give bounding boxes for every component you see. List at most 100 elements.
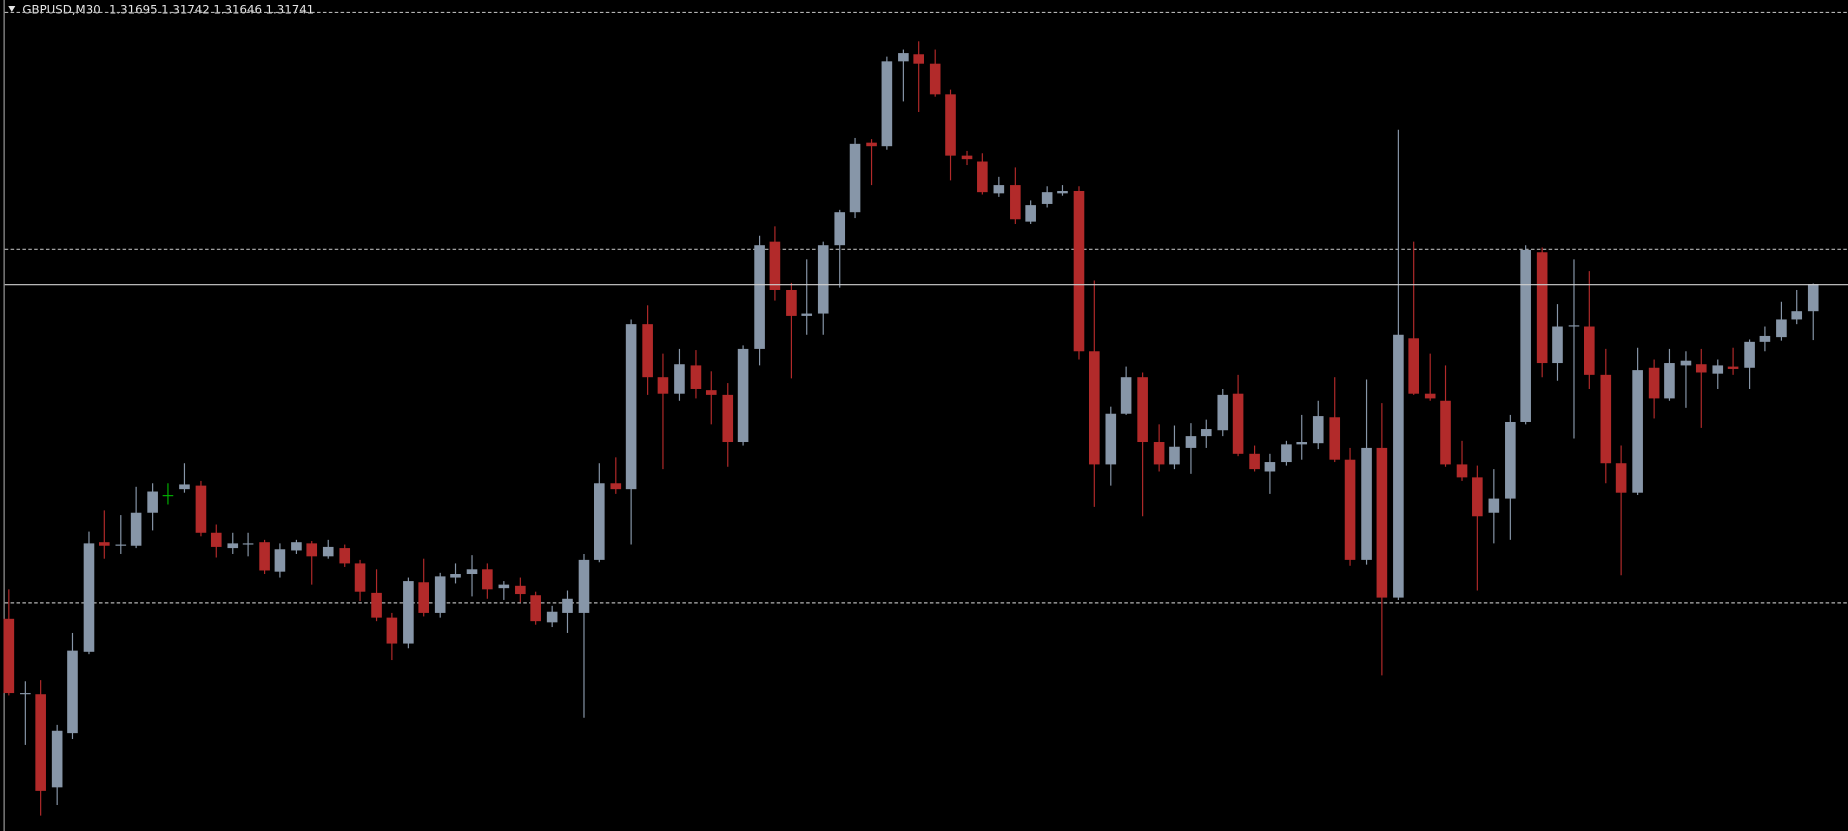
candle-body (1584, 326, 1595, 375)
menu-triangle[interactable] (8, 5, 16, 12)
candle-body (1807, 284, 1819, 312)
candle-body (515, 585, 526, 595)
candle-body (1105, 413, 1117, 465)
candle-body (690, 365, 702, 389)
last-high: 1.31742 (161, 2, 210, 16)
candle-body (1552, 326, 1563, 364)
candle-body (1632, 370, 1643, 493)
candle-body (1185, 436, 1197, 448)
candle-body (642, 324, 653, 378)
last-low: 1.31646 (213, 2, 262, 16)
candle-body (801, 313, 813, 316)
candle-body (371, 592, 382, 618)
candle-body (1296, 442, 1308, 445)
candle-body (1376, 447, 1388, 598)
candle-body (769, 241, 781, 290)
candle-body (1505, 421, 1516, 499)
symbol-period: GBPUSD,M30 (22, 2, 100, 16)
candle-body (339, 548, 351, 564)
candle-body (1648, 367, 1660, 399)
candle-body (1456, 464, 1468, 478)
candle-body (354, 563, 366, 592)
candle-body (945, 94, 956, 156)
candle-body (929, 63, 941, 95)
candle-body (1440, 400, 1451, 465)
candle-body (99, 542, 110, 546)
candle-body (961, 155, 973, 160)
candle-body (866, 142, 877, 147)
candle-body (1361, 447, 1372, 560)
candle-body (1776, 319, 1787, 338)
candle-body (1281, 444, 1292, 463)
candle-body (1073, 190, 1085, 352)
candle-body (625, 324, 637, 490)
candle-body (20, 693, 31, 695)
candle-body (1408, 338, 1419, 394)
candle-body (1744, 341, 1755, 368)
candle-body (306, 543, 318, 557)
candle-body (1249, 453, 1260, 470)
candle-body (834, 212, 846, 246)
candle-body (115, 544, 127, 546)
candle-body (977, 161, 988, 193)
candle-body (1791, 311, 1803, 320)
candle-body (1329, 417, 1341, 460)
candle-body (546, 611, 558, 623)
chart-header: GBPUSD,M30 1.31695 1.31742 1.31646 1.31741 (22, 2, 314, 16)
candle-body (35, 694, 46, 791)
candle-body (162, 495, 174, 497)
candle-body (386, 617, 398, 644)
candle-body (1232, 393, 1244, 454)
candle-body (674, 364, 685, 394)
candle-body (1057, 190, 1068, 194)
candle-body (242, 543, 254, 545)
candle-body (434, 576, 446, 613)
candle-body (67, 650, 78, 734)
candle-body (130, 512, 142, 546)
candle-body (1664, 363, 1675, 399)
candle-body (817, 245, 829, 314)
candle-body (1488, 498, 1500, 513)
candle-body (722, 394, 734, 443)
candle-body (274, 549, 286, 572)
candle-body (1264, 462, 1276, 472)
candle-body (786, 289, 797, 316)
candle-body (1520, 249, 1531, 422)
candle-body (1600, 374, 1612, 464)
candle-body (1568, 325, 1580, 327)
candle-body (578, 559, 590, 613)
candle-body (1344, 459, 1356, 560)
candle-body (482, 569, 493, 590)
candle-body (147, 491, 158, 513)
candle-body (210, 532, 222, 547)
candle-body (1200, 429, 1212, 437)
candle-body (849, 143, 861, 213)
candle-body (450, 574, 461, 578)
candle-body (657, 377, 669, 394)
candle-body (466, 569, 478, 575)
candle-body (1041, 192, 1053, 204)
candle-body (530, 595, 541, 622)
candle-body (227, 543, 239, 549)
candle-body (259, 542, 270, 571)
candle-body (83, 543, 95, 652)
candle-body (898, 53, 909, 62)
candle-body (322, 546, 334, 557)
candle-body (562, 598, 573, 613)
candle-body (195, 485, 207, 533)
candle-body (1137, 377, 1148, 443)
candle-body (3, 618, 15, 694)
candle-body (705, 390, 717, 395)
candle-body (1169, 446, 1180, 465)
candle-body (737, 348, 749, 443)
candle-body (1424, 393, 1436, 399)
candle-body (1536, 252, 1548, 364)
candle-body (418, 582, 429, 613)
candle-body (1089, 351, 1100, 465)
candle-body (993, 185, 1005, 194)
candle-body (179, 484, 190, 490)
candle-body (594, 483, 605, 560)
